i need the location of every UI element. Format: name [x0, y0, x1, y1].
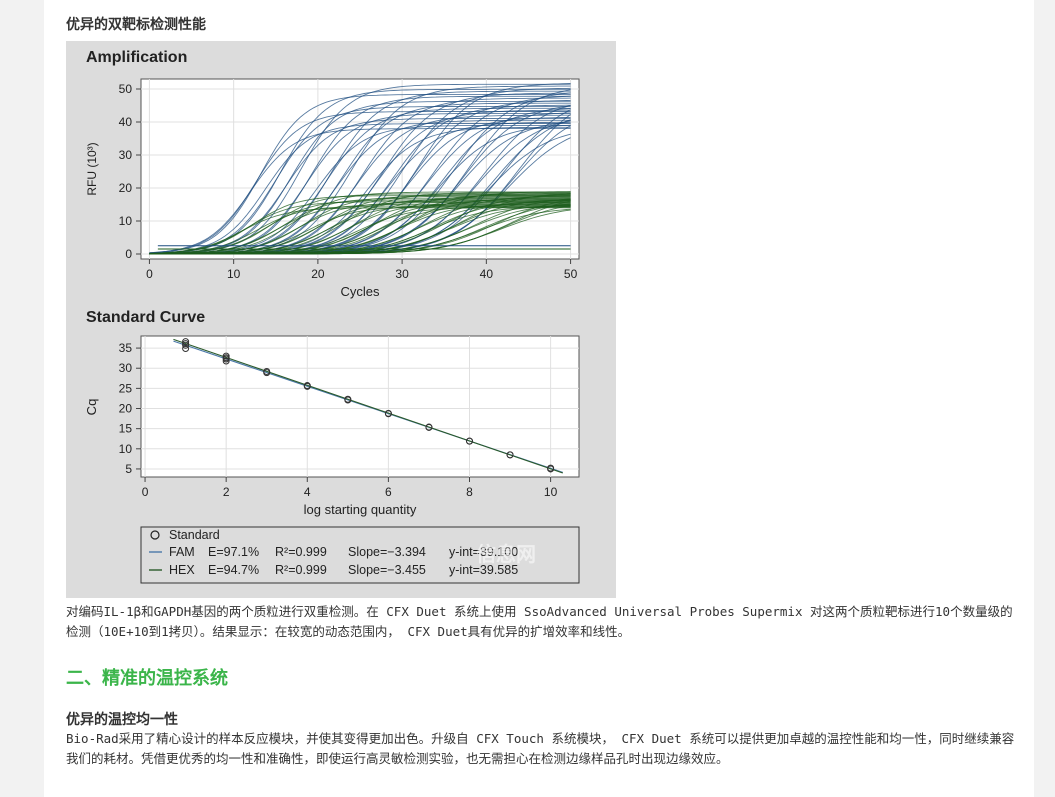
- standard-curve-point: [222, 357, 230, 365]
- section-title: 二、精准的温控系统: [66, 668, 228, 689]
- amplification-curve: [149, 195, 571, 255]
- figure-caption: 对编码IL-1β和GAPDH基因的两个质粒进行双重检测。在 CFX Duet 系…: [66, 604, 1013, 639]
- standard-curve-x-tick-label: 2: [223, 485, 230, 499]
- legend-standard-label: Standard: [169, 528, 220, 542]
- standard-curve-y-tick-label: 5: [125, 462, 132, 476]
- amplification-curve: [149, 200, 571, 255]
- legend-standard-marker: [150, 530, 160, 540]
- amplification-curve: [149, 197, 571, 255]
- standard-curve-axes: 0 2 4 6 8 10 5 10 15 20 25 30 35: [119, 341, 558, 499]
- standard-curve-fit-lines: [173, 338, 563, 474]
- standard-curve-point: [466, 437, 473, 445]
- amplification-axes: 0 10 20 30 40 50 0 10 20 30 40 50: [119, 82, 578, 281]
- standard-curve-y-tick-label: 25: [119, 381, 133, 395]
- amplification-x-tick-label: 40: [480, 267, 494, 281]
- standard-curve-x-tick-label: 4: [304, 485, 311, 499]
- standard-curve-y-tick-label: 30: [119, 361, 133, 375]
- watermark-logo: 信息网: [476, 542, 536, 566]
- standard-curve-point: [547, 465, 555, 473]
- amplification-curve: [149, 100, 571, 255]
- standard-curve-point: [344, 395, 352, 403]
- standard-curve-fit-line: [173, 338, 563, 474]
- amplification-x-label: Cycles: [340, 284, 380, 299]
- standard-curve-point: [506, 451, 514, 459]
- standard-curve-x-tick-label: 6: [385, 485, 392, 499]
- standard-curve-y-tick-label: 20: [119, 402, 133, 416]
- amplification-y-tick-label: 30: [119, 148, 133, 162]
- amplification-x-tick-label: 20: [311, 267, 325, 281]
- body-text: Bio-Rad采用了精心设计的样本反应模块，并使其变得更加出色。升级自 CFX …: [66, 731, 1015, 766]
- legend-series-text: FAM: [169, 545, 195, 559]
- legend-series-text: Slope=−3.394: [348, 545, 426, 559]
- amplification-y-tick-label: 10: [119, 214, 133, 228]
- amplification-y-tick-label: 20: [119, 181, 133, 195]
- standard-curve-point: [182, 338, 190, 346]
- legend-series-text: E=97.1%: [208, 545, 259, 559]
- amplification-x-tick-label: 0: [146, 267, 153, 281]
- standard-curve-points: [182, 338, 555, 473]
- amplification-title: Amplification: [86, 49, 187, 66]
- article-page: 优异的双靶标检测性能 Amplification 0 10 20 30 40 50 0 10 2…: [44, 0, 1034, 797]
- standard-curve-y-label: Cq: [84, 399, 99, 416]
- standard-curve-point: [182, 340, 190, 348]
- standard-curve-grid: [141, 336, 579, 477]
- standard-curve-legend: [140, 526, 580, 584]
- amplification-x-tick-label: 30: [395, 267, 409, 281]
- standard-curve-point: [425, 423, 433, 431]
- qpcr-figure: Amplification 0 10 20 30 40 50 0 10 20 30 40 50 Cyc…: [66, 41, 616, 598]
- standard-curve-point: [384, 409, 392, 417]
- standard-curve-x-tick-label: 8: [466, 485, 473, 499]
- amplification-curves: [149, 83, 571, 255]
- standard-curve-y-tick-label: 10: [119, 442, 133, 456]
- amplification-y-label: RFU (10³): [85, 142, 99, 195]
- figure-heading: 优异的双靶标检测性能: [66, 17, 206, 33]
- amplification-y-tick-label: 0: [125, 247, 132, 261]
- amplification-grid: [141, 79, 579, 259]
- legend-entries: Standard FAM E=97.1% R²=0.999 Slope=−3.394 y-…: [149, 528, 518, 577]
- standard-curve-title: Standard Curve: [86, 309, 205, 326]
- amplification-curve: [149, 191, 571, 255]
- standard-curve-x-tick-label: 0: [142, 485, 149, 499]
- legend-series-text: y-int=39.585: [449, 563, 518, 577]
- amplification-x-tick-label: 50: [564, 267, 578, 281]
- legend-series-text: E=94.7%: [208, 563, 259, 577]
- standard-curve-point: [303, 382, 311, 390]
- legend-series-text: HEX: [169, 563, 195, 577]
- standard-curve-x-label: log starting quantity: [304, 502, 417, 517]
- amplification-y-tick-label: 40: [119, 115, 133, 129]
- legend-series-text: R²=0.999: [275, 563, 327, 577]
- subheading: 优异的温控均一性: [66, 712, 178, 728]
- standard-curve-x-tick-label: 10: [544, 485, 558, 499]
- legend-series-text: y-int=39.100: [449, 545, 518, 559]
- amplification-x-tick-label: 10: [227, 267, 241, 281]
- standard-curve-point: [263, 367, 271, 375]
- amplification-y-tick-label: 50: [119, 82, 133, 96]
- standard-curve-point: [222, 352, 230, 360]
- legend-series-text: R²=0.999: [275, 545, 327, 559]
- standard-curve-point: [182, 344, 190, 352]
- standard-curve-y-tick-label: 15: [119, 422, 133, 436]
- legend-series-text: Slope=−3.455: [348, 563, 426, 577]
- standard-curve-y-tick-label: 35: [119, 341, 133, 355]
